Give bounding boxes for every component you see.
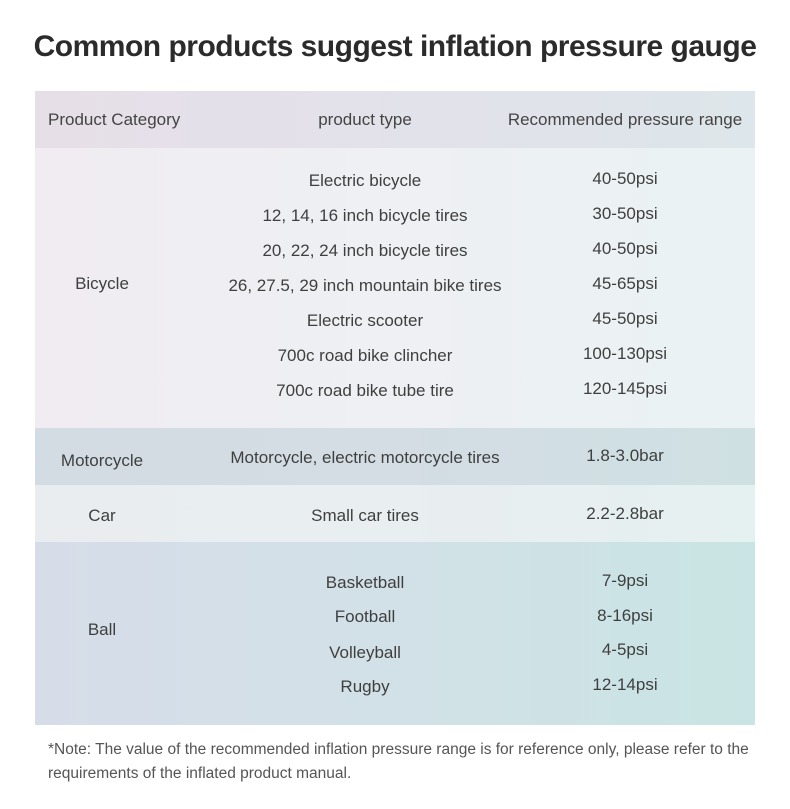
product-type: Football xyxy=(334,607,396,626)
product-type: 26, 27.5, 29 inch mountain bike tires xyxy=(228,276,502,295)
pressure-value: 12-14psi xyxy=(592,675,658,694)
group-car: Car Small car tires 2.2-2.8bar xyxy=(35,485,755,542)
product-type: 12, 14, 16 inch bicycle tires xyxy=(262,206,468,225)
group-ball: Ball Basketball 7-9psi Football 8-16psi … xyxy=(35,542,755,725)
pressure-value: 7-9psi xyxy=(601,571,649,590)
product-type: 700c road bike tube tire xyxy=(276,381,454,400)
pressure-value: 45-50psi xyxy=(592,309,658,328)
page-title: Common products suggest inflation pressu… xyxy=(33,30,757,63)
product-type: Rugby xyxy=(340,677,390,696)
pressure-value: 8-16psi xyxy=(597,606,653,625)
product-type: Basketball xyxy=(325,573,405,592)
product-type: Motorcycle, electric motorcycle tires xyxy=(230,448,500,467)
header-product-category: Product Category xyxy=(48,110,181,129)
pressure-value: 45-65psi xyxy=(592,274,658,293)
pressure-value: 120-145psi xyxy=(582,379,668,398)
pressure-value: 1.8-3.0bar xyxy=(586,446,664,465)
table-header-row: Product Category product type Recommende… xyxy=(35,91,755,148)
category-label: Motorcycle xyxy=(60,451,144,470)
category-label: Ball xyxy=(87,620,117,639)
product-type: Electric scooter xyxy=(306,311,424,330)
pressure-value: 30-50psi xyxy=(592,204,658,223)
product-type: Electric bicycle xyxy=(308,171,422,190)
product-type: Volleyball xyxy=(329,643,401,662)
footnote: *Note: The value of the recommended infl… xyxy=(48,741,749,782)
pressure-value: 100-130psi xyxy=(582,344,668,363)
pressure-value: 40-50psi xyxy=(592,239,658,258)
product-type: 700c road bike clincher xyxy=(277,346,453,365)
pressure-value: 4-5psi xyxy=(601,640,649,659)
product-type: Small car tires xyxy=(311,506,419,525)
category-label: Bicycle xyxy=(75,274,129,293)
header-product-type: product type xyxy=(318,110,412,129)
pressure-table: Product Category product type Recommende… xyxy=(35,91,755,725)
header-pressure-range: Recommended pressure range xyxy=(507,110,743,129)
pressure-value: 2.2-2.8bar xyxy=(586,504,664,523)
pressure-value: 40-50psi xyxy=(592,169,658,188)
category-label: Car xyxy=(88,506,116,525)
product-type: 20, 22, 24 inch bicycle tires xyxy=(262,241,468,260)
group-bicycle: Bicycle Electric bicycle 40-50psi 12, 14… xyxy=(35,148,755,428)
group-motorcycle: Motorcycle Motorcycle, electric motorcyc… xyxy=(35,428,755,485)
